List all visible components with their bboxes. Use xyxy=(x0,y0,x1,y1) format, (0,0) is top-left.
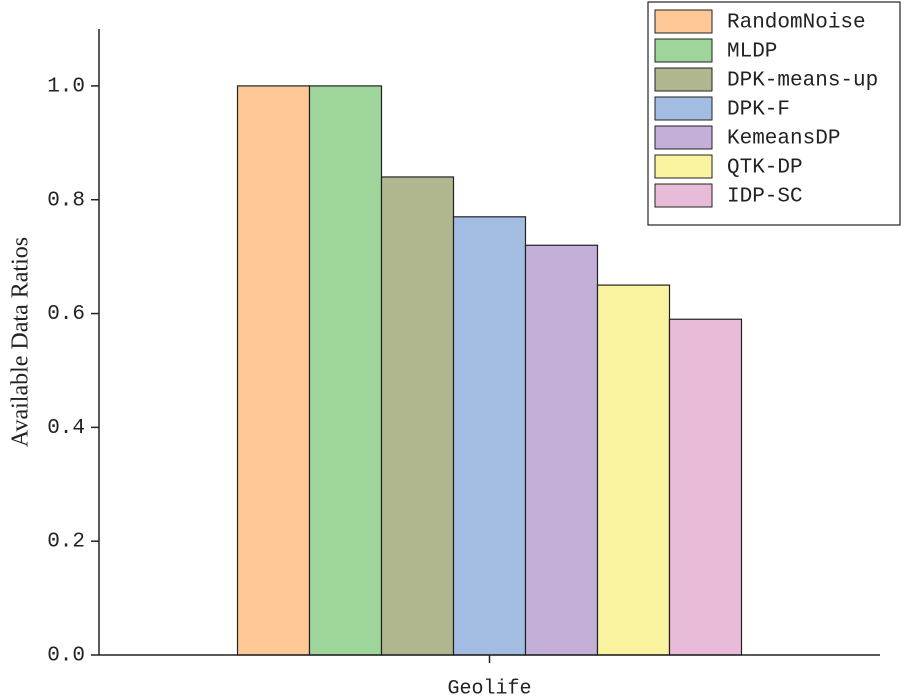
legend-swatch xyxy=(654,183,713,208)
bar xyxy=(668,318,743,656)
y-tick-label: 0.8 xyxy=(47,189,85,212)
y-tick-label: 1.0 xyxy=(47,75,85,98)
bar xyxy=(524,244,599,656)
y-tick-label: 0.2 xyxy=(47,531,85,554)
legend-swatch xyxy=(654,38,713,63)
legend-swatch xyxy=(654,9,713,34)
legend-label: IDP-SC xyxy=(727,186,803,209)
bar xyxy=(452,216,527,656)
bar xyxy=(380,176,455,656)
legend-label: DPK-F xyxy=(727,99,790,122)
y-tick-label: 0.0 xyxy=(47,645,85,668)
legend-label: QTK-DP xyxy=(727,157,803,180)
legend-label: KemeansDP xyxy=(727,128,840,151)
y-tick-label: 0.6 xyxy=(47,303,85,326)
y-tick-label: 0.4 xyxy=(47,417,85,440)
legend-label: DPK-means-up xyxy=(727,70,878,93)
legend-swatch xyxy=(654,125,713,150)
legend-swatch xyxy=(654,67,713,92)
legend-label: RandomNoise xyxy=(727,12,866,35)
bar xyxy=(236,85,311,656)
y-axis-label: Available Data Ratios xyxy=(8,237,34,447)
x-tick-label: Geolife xyxy=(447,677,531,699)
bar xyxy=(308,85,383,656)
bar xyxy=(596,284,671,656)
legend-swatch xyxy=(654,96,713,121)
legend-label: MLDP xyxy=(727,41,777,64)
legend-swatch xyxy=(654,154,713,179)
